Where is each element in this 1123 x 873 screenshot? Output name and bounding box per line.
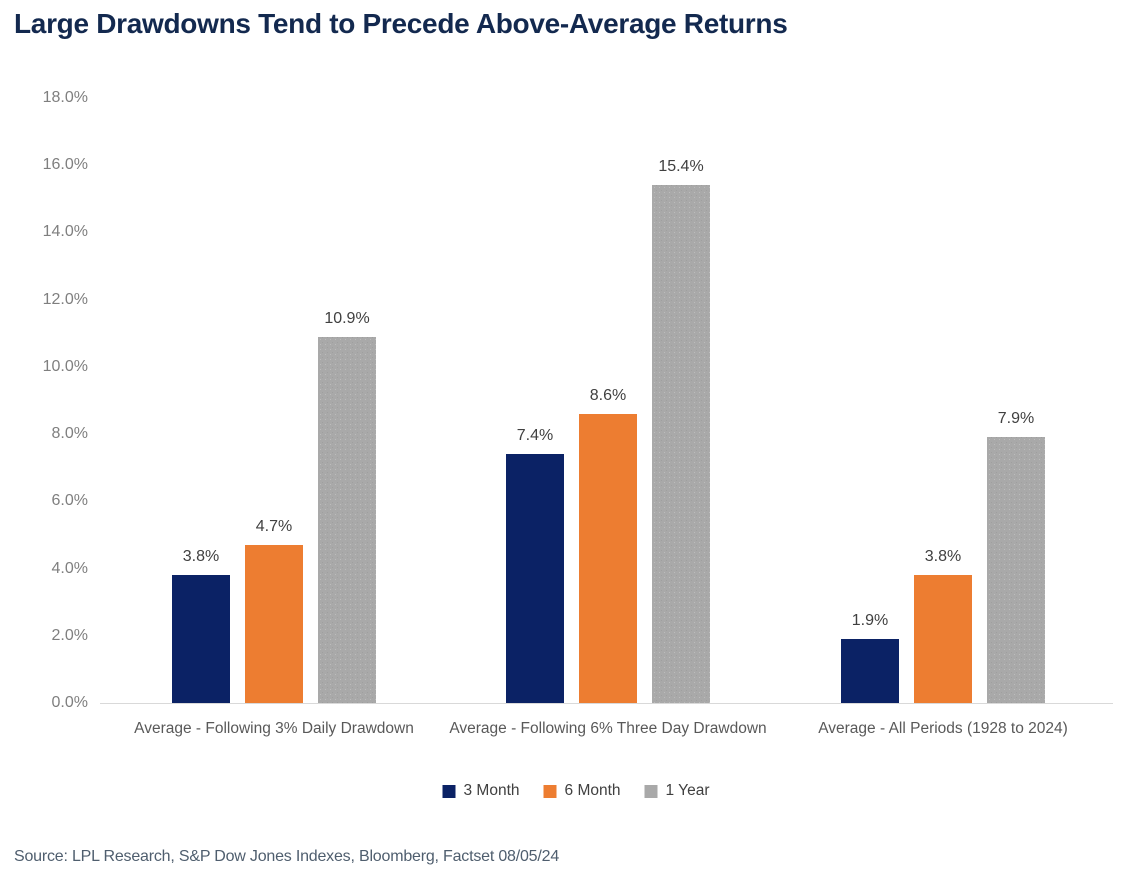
y-tick-label: 6.0% bbox=[51, 492, 88, 510]
bar-value-label: 10.9% bbox=[324, 309, 370, 327]
bar-value-label: 7.4% bbox=[516, 427, 554, 445]
legend-swatch-6-month bbox=[543, 784, 557, 798]
legend: 3 Month 6 Month 1 Year bbox=[442, 782, 710, 800]
bar-value-label: 1.9% bbox=[851, 612, 889, 630]
y-tick-label: 2.0% bbox=[51, 626, 88, 644]
legend-item-3-month: 3 Month bbox=[442, 782, 520, 800]
bar-value-label: 3.8% bbox=[182, 548, 220, 566]
x-axis-category-label: Average - Following 3% Daily Drawdown bbox=[134, 720, 414, 737]
bar-3-month bbox=[506, 454, 564, 703]
legend-swatch-3-month bbox=[442, 784, 456, 798]
y-tick-label: 8.0% bbox=[51, 425, 88, 443]
x-axis-category-label: Average - All Periods (1928 to 2024) bbox=[818, 720, 1068, 737]
source-note: Source: LPL Research, S&P Dow Jones Inde… bbox=[14, 848, 560, 865]
bar-value-label: 8.6% bbox=[589, 386, 627, 404]
y-tick-label: 4.0% bbox=[51, 559, 88, 577]
legend-label-6-month: 6 Month bbox=[564, 782, 621, 799]
bar-value-label: 3.8% bbox=[924, 548, 962, 566]
bar-3-month bbox=[841, 639, 899, 703]
bar-6-month bbox=[579, 413, 637, 703]
legend-label-1-year: 1 Year bbox=[665, 782, 710, 799]
legend-swatch-1-year bbox=[644, 784, 658, 798]
bar-value-label: 15.4% bbox=[658, 158, 704, 176]
y-tick-label: 14.0% bbox=[42, 223, 88, 241]
y-tick-label: 16.0% bbox=[42, 156, 88, 174]
bar-value-label: 4.7% bbox=[255, 518, 293, 536]
bar-6-month bbox=[914, 575, 972, 703]
bar-value-label: 7.9% bbox=[997, 410, 1035, 428]
legend-item-1-year: 1 Year bbox=[644, 782, 710, 800]
y-tick-label: 12.0% bbox=[42, 290, 88, 308]
y-tick-label: 0.0% bbox=[51, 694, 88, 711]
y-tick-label: 18.0% bbox=[42, 89, 88, 106]
bar-3-month bbox=[172, 575, 230, 703]
legend-label-3-month: 3 Month bbox=[463, 782, 520, 799]
bar-1-year bbox=[652, 185, 710, 703]
legend-item-6-month: 6 Month bbox=[543, 782, 621, 800]
bar-1-year bbox=[318, 336, 376, 703]
x-axis-category-label: Average - Following 6% Three Day Drawdow… bbox=[449, 720, 767, 737]
y-tick-label: 10.0% bbox=[42, 357, 88, 375]
x-axis-line bbox=[100, 703, 1113, 704]
bar-6-month bbox=[245, 545, 303, 703]
bar-1-year bbox=[987, 437, 1045, 703]
chart-title: Large Drawdowns Tend to Precede Above-Av… bbox=[14, 8, 788, 39]
